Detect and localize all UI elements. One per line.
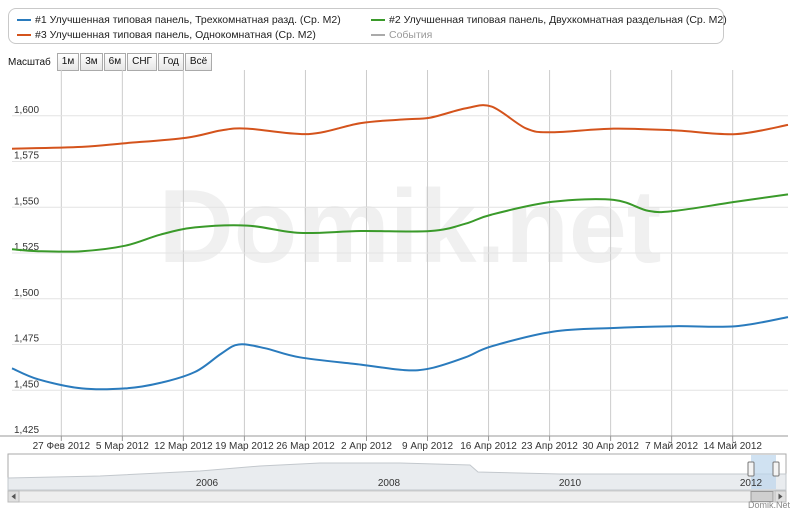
x-tick-label: 2 Апр 2012 (341, 441, 392, 452)
y-tick-label: 1,575 (14, 151, 39, 162)
legend-swatch-events (371, 34, 385, 36)
x-tick-label: 12 Мар 2012 (154, 441, 213, 452)
navigator-scrollbar[interactable] (7, 490, 787, 503)
y-tick-label: 1,500 (14, 288, 39, 299)
x-tick-label: 30 Апр 2012 (582, 441, 639, 452)
legend-item-1[interactable]: #1 Улучшенная типовая панель, Трехкомнат… (17, 14, 341, 26)
arrow-right-icon (778, 493, 783, 500)
y-tick-label: 1,525 (14, 242, 39, 253)
navigator-year-label: 2006 (196, 478, 219, 489)
series-line-3[interactable] (11, 104, 789, 150)
y-tick-label: 1,550 (14, 196, 39, 207)
x-tick-label: 7 Май 2012 (645, 441, 698, 452)
x-tick-label: 5 Мар 2012 (96, 441, 149, 452)
zoom-1m-button[interactable]: 1м (56, 53, 80, 71)
y-tick-label: 1,425 (14, 425, 39, 436)
legend-item-3[interactable]: #3 Улучшенная типовая панель, Однокомнат… (17, 29, 316, 41)
legend-swatch-2 (371, 19, 385, 21)
series-line-1[interactable] (11, 316, 789, 391)
legend-item-events[interactable]: События (371, 29, 432, 41)
credit: Domik.Net (747, 500, 790, 510)
navigator-year-label: 2012 (740, 478, 763, 489)
legend-item-2[interactable]: #2 Улучшенная типовая панель, Двухкомнат… (371, 14, 727, 26)
scrollbar-thumb[interactable] (750, 491, 774, 502)
arrow-left-icon (11, 493, 16, 500)
zoom-label: Масштаб (8, 56, 51, 68)
x-tick-label: 19 Мар 2012 (215, 441, 274, 452)
series-layer (11, 104, 789, 391)
x-axis: 27 Фев 2012 5 Мар 2012 12 Мар 2012 19 Мар 2… (33, 436, 762, 452)
grid-lines (12, 70, 788, 437)
legend-label-2: #2 Улучшенная типовая панель, Двухкомнат… (389, 14, 727, 26)
legend-swatch-3 (17, 34, 31, 36)
navigator[interactable]: 2006 2008 2010 2012 (7, 453, 787, 491)
legend-label-events: События (389, 29, 433, 41)
x-tick-label: 14 Май 2012 (703, 441, 762, 452)
navigator-handle-left[interactable] (747, 461, 755, 477)
navigator-labels: 2006 2008 2010 2012 (196, 478, 763, 489)
x-tick-label: 26 Мар 2012 (276, 441, 335, 452)
x-tick-label: 16 Апр 2012 (460, 441, 517, 452)
y-axis: 1,425 1,450 1,475 1,500 1,525 1,550 1,575 1,600 (14, 105, 39, 436)
navigator-year-label: 2010 (559, 478, 582, 489)
y-tick-label: 1,600 (14, 105, 39, 116)
zoom-6m-button[interactable]: 6м (103, 53, 127, 71)
zoom-1y-button[interactable]: Год (157, 53, 184, 71)
legend-swatch-1 (17, 19, 31, 21)
x-tick-label: 23 Апр 2012 (521, 441, 578, 452)
navigator-handle-right[interactable] (772, 461, 780, 477)
legend-label-3: #3 Улучшенная типовая панель, Однокомнат… (35, 29, 316, 41)
navigator-area (7, 462, 787, 491)
zoom-all-button[interactable]: Всё (184, 53, 213, 71)
series-line-2[interactable] (11, 193, 789, 253)
navigator-selection[interactable] (751, 455, 776, 489)
watermark: Domik.net (159, 169, 662, 285)
x-tick-label: 27 Фев 2012 (33, 441, 91, 452)
zoom-ytd-button[interactable]: СНГ (127, 53, 157, 71)
legend-label-1: #1 Улучшенная типовая панель, Трехкомнат… (35, 14, 341, 26)
y-tick-label: 1,475 (14, 334, 39, 345)
x-tick-label: 9 Апр 2012 (402, 441, 453, 452)
navigator-year-label: 2008 (378, 478, 401, 489)
y-tick-label: 1,450 (14, 379, 39, 390)
zoom-bar: Масштаб 1м 3м 6м СНГ Год Всё (8, 53, 213, 71)
scrollbar-track[interactable] (7, 490, 787, 503)
legend: #1 Улучшенная типовая панель, Трехкомнат… (8, 8, 727, 44)
zoom-3m-button[interactable]: 3м (80, 53, 103, 71)
